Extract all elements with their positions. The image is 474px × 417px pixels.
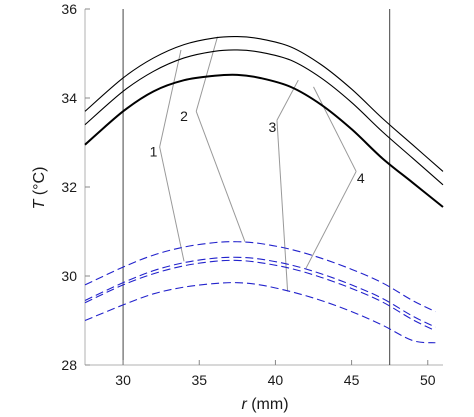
y-tick-label: 32 [61, 179, 77, 195]
label-leader-lines [159, 36, 357, 292]
solid-curves [84, 35, 444, 208]
x-axis-unit: (mm) [247, 396, 289, 413]
leader-line-4-lower [305, 171, 357, 269]
x-axis-variable: r [241, 396, 247, 413]
x-tick-label: 35 [191, 372, 207, 388]
leader-line-2-upper [195, 36, 219, 112]
y-tick-label: 36 [61, 1, 77, 17]
leader-line-1-upper [159, 49, 182, 148]
leader-line-4-upper [313, 86, 357, 172]
y-tick-label: 30 [61, 268, 77, 284]
dashed-curves [84, 241, 436, 344]
curve-labels: 1 2 3 4 [150, 108, 365, 186]
y-axis-unit: (°C) [31, 167, 48, 200]
leader-line-3-lower [276, 120, 289, 292]
dashed-curve-1 [84, 241, 436, 313]
curve-label-2: 2 [180, 108, 188, 124]
x-tick-label: 30 [115, 372, 131, 388]
y-tick-label: 28 [61, 357, 77, 373]
curve-label-1: 1 [150, 143, 158, 159]
solid-curve-3 [84, 73, 444, 208]
vertical-reference-lines [122, 9, 391, 365]
curve-label-4: 4 [357, 170, 365, 186]
leader-line-1-lower [159, 146, 185, 262]
y-axis-label: T (°C) [31, 167, 48, 210]
x-tick-label: 40 [268, 372, 284, 388]
curve-label-3: 3 [268, 119, 276, 135]
x-tick-label: 45 [344, 372, 360, 388]
y-tick-label: 34 [61, 90, 77, 106]
x-axis-label: r (mm) [241, 396, 288, 413]
leader-line-3-upper [276, 79, 299, 121]
solid-curve-2 [84, 49, 444, 186]
dashed-curve-4 [84, 282, 436, 344]
leader-line-2-lower [195, 111, 246, 242]
solid-curve-1 [84, 35, 444, 172]
y-axis-variable: T [31, 198, 48, 209]
dashed-curve-2 [84, 256, 436, 328]
dashed-curve-3 [84, 259, 436, 332]
x-tick-label: 50 [420, 372, 436, 388]
